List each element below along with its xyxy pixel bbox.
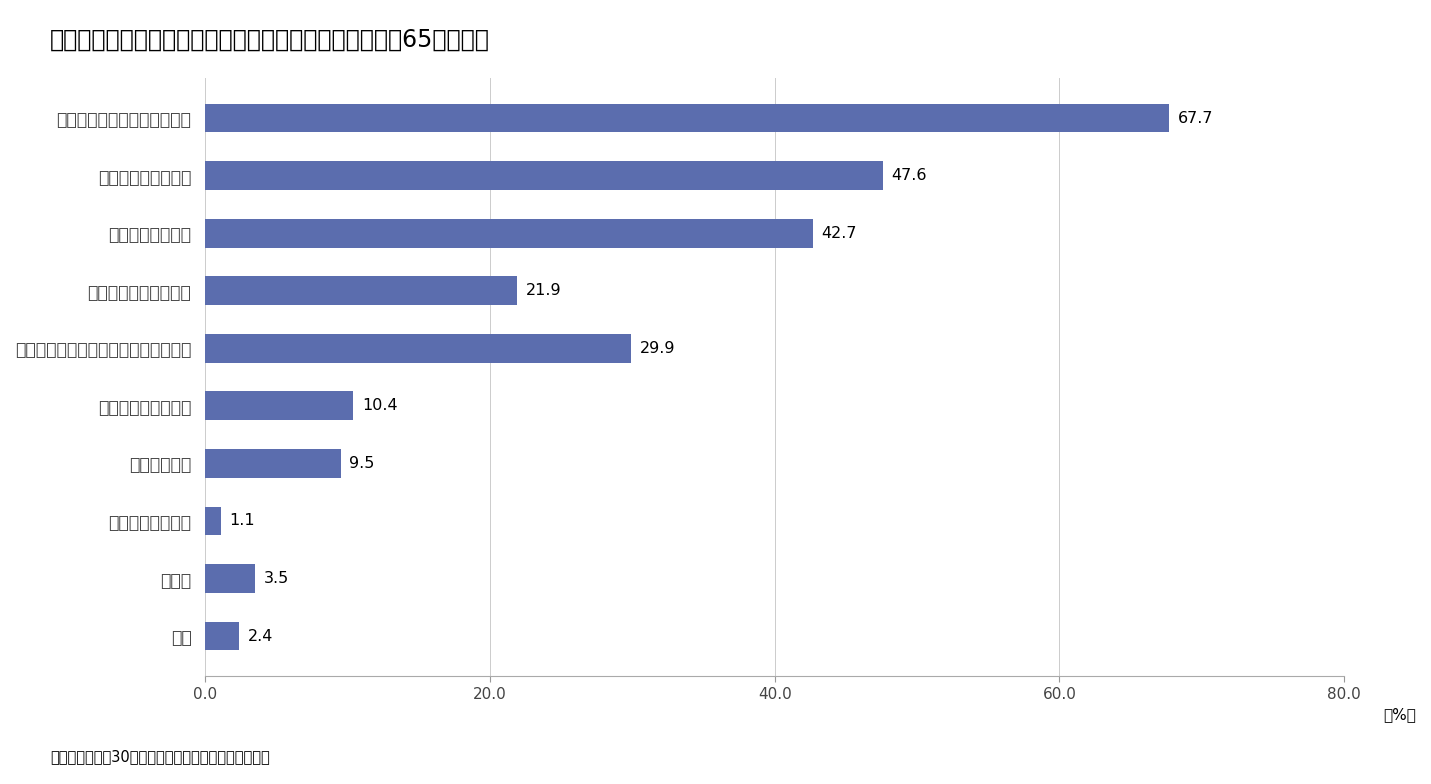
Bar [205,622,239,651]
Bar [205,564,255,593]
Text: 図表４　今後の改善の目的（主な家計を支える者の年齢65歳以上）: 図表４ 今後の改善の目的（主な家計を支える者の年齢65歳以上） [50,27,489,52]
Text: 2.4: 2.4 [248,629,273,644]
Text: 9.5: 9.5 [349,456,375,471]
Text: 10.4: 10.4 [362,398,398,413]
Bar [205,219,813,248]
Bar [205,449,341,477]
Text: 21.9: 21.9 [525,283,561,298]
Text: （%）: （%） [1384,707,1417,722]
Bar [205,103,1169,132]
Text: 3.5: 3.5 [263,571,289,586]
Text: 47.6: 47.6 [892,168,927,183]
Bar [205,162,883,190]
Bar [205,506,220,535]
Text: 1.1: 1.1 [229,514,255,528]
Bar [205,391,353,420]
Text: 67.7: 67.7 [1178,111,1213,125]
Bar [205,276,517,305]
Text: 29.9: 29.9 [640,341,675,356]
Bar [205,334,631,363]
Text: （資料）「平成30年住生活総合調査」（国土交通省）: （資料）「平成30年住生活総合調査」（国土交通省） [50,750,270,764]
Text: 42.7: 42.7 [821,226,857,241]
